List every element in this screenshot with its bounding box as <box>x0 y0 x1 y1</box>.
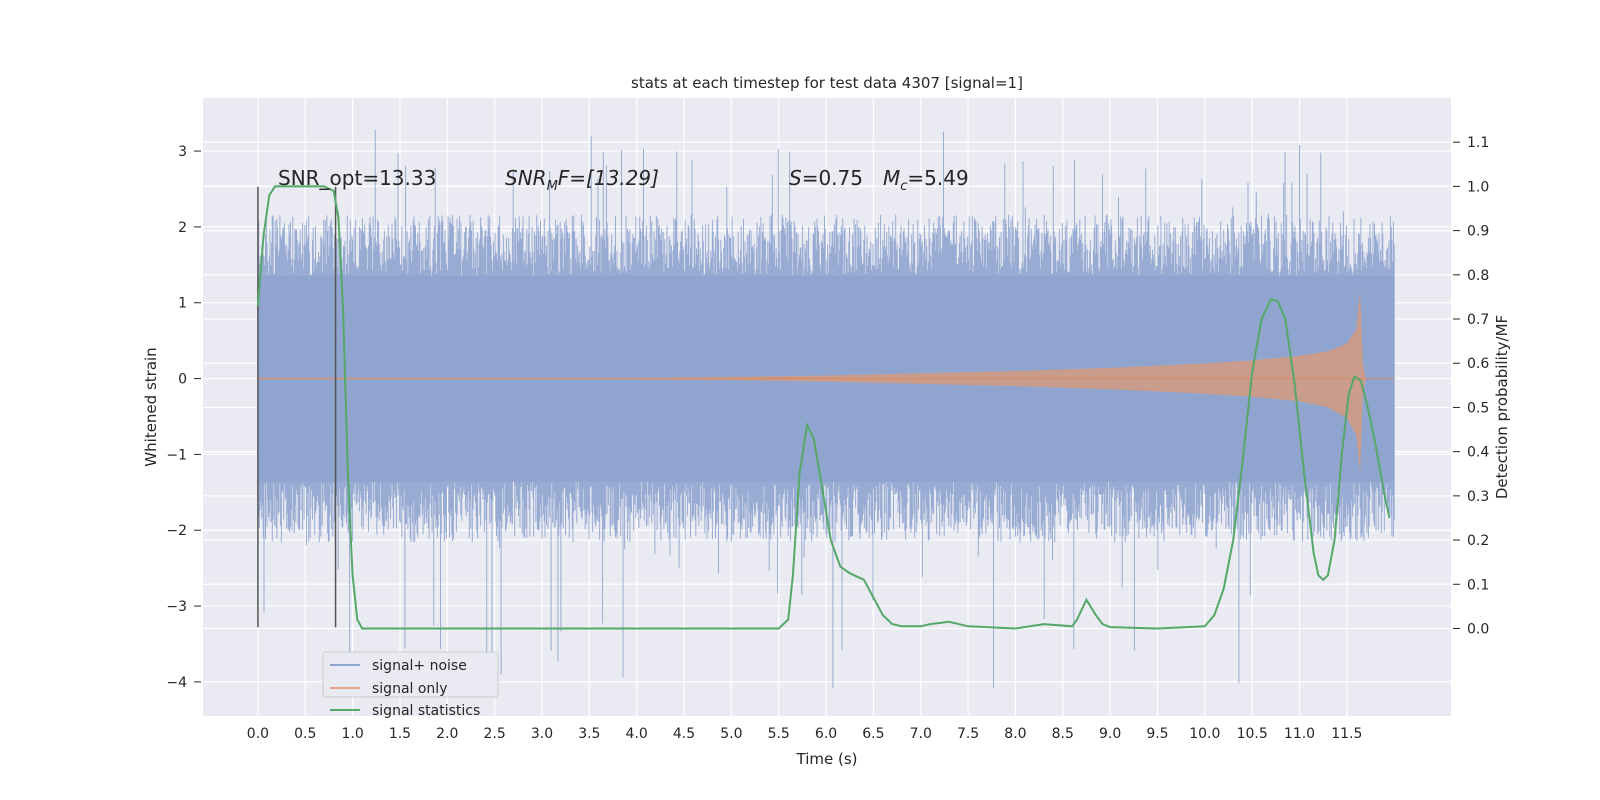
y2-tick-label: 0.7 <box>1467 312 1489 328</box>
y2-tick-label: 0.6 <box>1467 356 1489 372</box>
x-tick-label: 10.5 <box>1237 726 1268 742</box>
y2-tick-label: 0.1 <box>1467 577 1489 593</box>
x-tick-label: 8.5 <box>1052 726 1074 742</box>
annotation-snr-opt: SNR_opt=13.33 <box>278 166 436 190</box>
x-tick-label: 4.5 <box>673 726 695 742</box>
x-tick-label: 1.5 <box>389 726 411 742</box>
x-axis-title: Time (s) <box>796 750 858 768</box>
marker-lines <box>257 186 337 628</box>
y-tick-label: −3 <box>166 599 187 615</box>
chart-title: stats at each timestep for test data 430… <box>631 74 1023 92</box>
statistics-line <box>256 185 1391 630</box>
x-tick-label: 8.0 <box>1004 726 1026 742</box>
annotation-mc: Mc=5.49 <box>883 166 969 194</box>
y-tick-label: 3 <box>178 144 187 160</box>
y-tick-label: −1 <box>166 447 187 463</box>
x-tick-label: 0.0 <box>247 726 269 742</box>
x-tick-label: 10.0 <box>1189 726 1220 742</box>
x-tick-label: 1.0 <box>341 726 363 742</box>
legend-box <box>322 651 499 698</box>
signal-only-series <box>257 291 1395 474</box>
x-tick-label: 5.0 <box>720 726 742 742</box>
y2-tick-label: 1.0 <box>1467 179 1489 195</box>
x-tick-label: 11.5 <box>1331 726 1362 742</box>
y-tick-label: 0 <box>178 372 187 388</box>
x-tick-label: 2.0 <box>436 726 458 742</box>
x-tick-label: 7.5 <box>957 726 979 742</box>
y2-axis-title: Detection probability/MF <box>1493 315 1511 499</box>
legend-label-noise: signal+ noise <box>372 658 467 674</box>
y2-tick-label: 0.0 <box>1467 621 1489 637</box>
y-tick-label: 1 <box>178 296 187 312</box>
y-axis-title: Whitened strain <box>142 347 160 466</box>
legend: signal+ noise signal only signal statist… <box>322 651 499 719</box>
y2-tick-label: 0.9 <box>1467 224 1489 240</box>
y-tick-label: −4 <box>166 675 187 691</box>
x-tick-label: 3.0 <box>531 726 553 742</box>
y-tick-label: −2 <box>166 523 187 539</box>
x-tick-label: 2.5 <box>484 726 506 742</box>
signal-envelope <box>257 291 1395 474</box>
x-tick-label: 11.0 <box>1284 726 1315 742</box>
y2-tick-label: 0.2 <box>1467 533 1489 549</box>
x-tick-label: 3.5 <box>578 726 600 742</box>
y2-tick-label: 1.1 <box>1467 135 1489 151</box>
y2-tick-label: 0.4 <box>1467 445 1489 461</box>
annotation-snr-mf: SNRMF=[13.29] <box>505 166 659 194</box>
tick-labels: 0.0 0.5 1.0 1.5 2.0 2.5 3.0 3.5 4.0 4.5 5.0 5.5 6.0 6… <box>166 135 1489 742</box>
legend-label-stats: signal statistics <box>372 703 480 719</box>
y2-tick-label: 0.5 <box>1467 400 1489 416</box>
x-tick-label: 7.0 <box>910 726 932 742</box>
x-tick-label: 6.5 <box>862 726 884 742</box>
signal-statistics-series <box>256 185 1391 630</box>
x-tick-label: 4.0 <box>626 726 648 742</box>
x-tick-label: 0.5 <box>294 726 316 742</box>
legend-label-signal: signal only <box>372 681 447 697</box>
x-tick-label: 6.0 <box>815 726 837 742</box>
x-tick-label: 5.5 <box>768 726 790 742</box>
y2-tick-label: 0.3 <box>1467 489 1489 505</box>
x-tick-label: 9.0 <box>1099 726 1121 742</box>
y-tick-label: 2 <box>178 220 187 236</box>
annotation-s-value: S=0.75 <box>789 166 863 190</box>
x-tick-label: 9.5 <box>1146 726 1168 742</box>
y2-tick-label: 0.8 <box>1467 268 1489 284</box>
